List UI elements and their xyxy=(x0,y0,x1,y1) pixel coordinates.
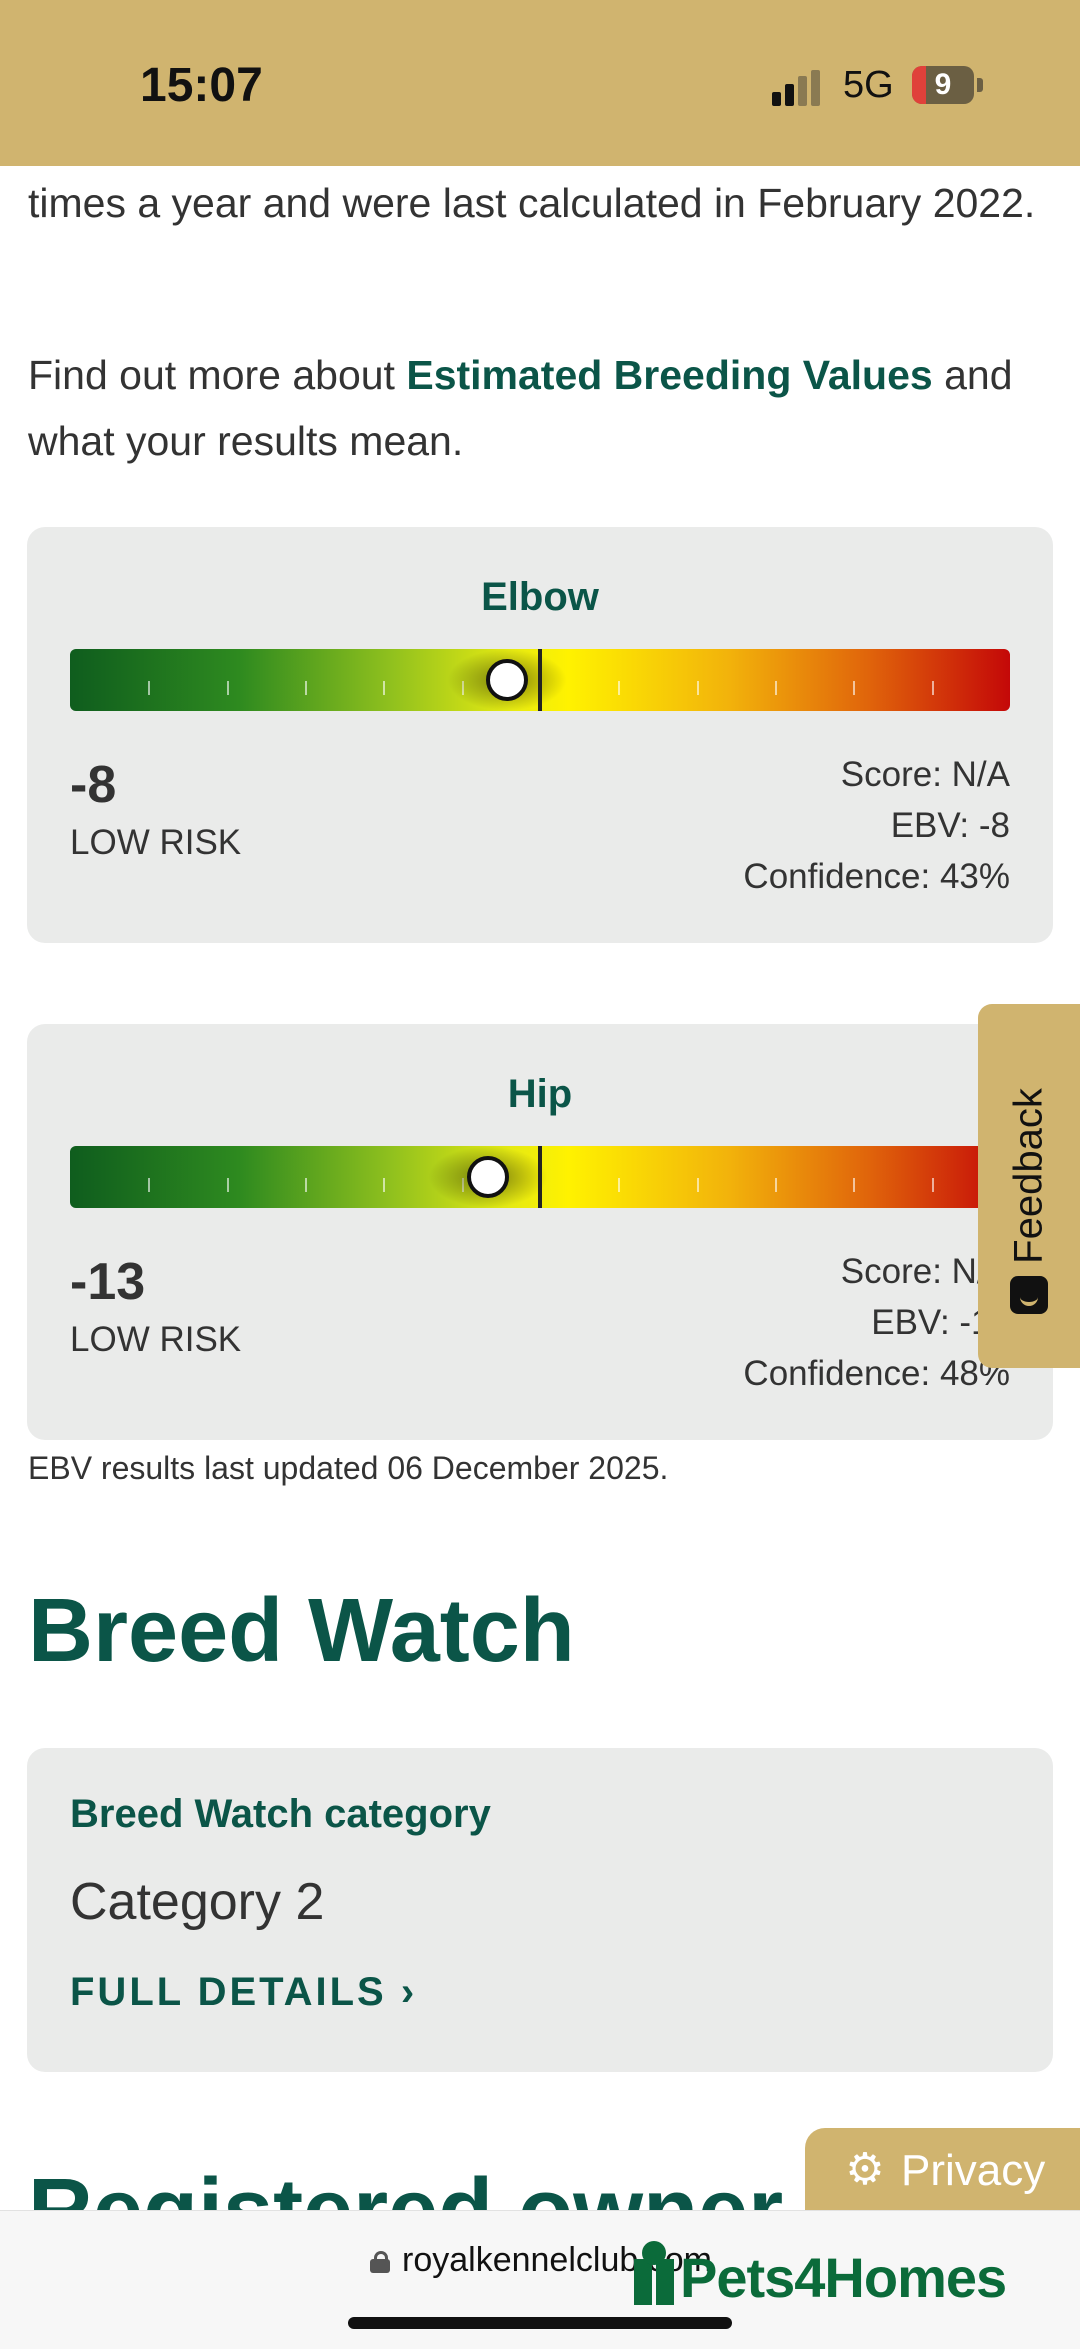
ebv-text: EBV: -8 xyxy=(890,806,1010,845)
pets4homes-logo-icon xyxy=(634,2241,674,2305)
ebv-card-hip: Hip -13 LOW RISK Score: N/A EBV: -13 Con… xyxy=(27,1024,1053,1440)
breed-watch-card: Breed Watch category Category 2 FULL DET… xyxy=(27,1748,1053,2072)
risk-scale-bar xyxy=(70,649,1010,711)
status-time: 15:07 xyxy=(140,59,263,112)
scale-tick xyxy=(853,1178,855,1192)
ebv-card-title: Hip xyxy=(507,1072,573,1116)
breed-watch-heading: Breed Watch xyxy=(28,1581,575,1681)
ebv-text: EBV: -13 xyxy=(871,1303,1010,1342)
feedback-label: Feedback xyxy=(1006,1088,1051,1264)
ebv-stats: Score: N/A EBV: -8 Confidence: 43% xyxy=(743,749,1010,902)
scale-tick xyxy=(148,1178,150,1192)
feedback-button[interactable]: Feedback xyxy=(978,1004,1080,1368)
ebv-value: -13 xyxy=(70,1253,146,1311)
ebv-value: -8 xyxy=(70,756,117,814)
scale-tick xyxy=(697,681,699,695)
battery-level: 9 xyxy=(934,68,952,101)
find-out-prefix: Find out more about xyxy=(28,352,407,398)
scale-tick xyxy=(227,681,229,695)
risk-scale-bar xyxy=(70,1146,1010,1208)
smiley-icon xyxy=(1010,1276,1048,1314)
scale-tick xyxy=(227,1178,229,1192)
ebv-stats: Score: N/A EBV: -13 Confidence: 48% xyxy=(743,1246,1010,1399)
scale-tick xyxy=(853,681,855,695)
confidence-text: Confidence: 48% xyxy=(743,1354,1010,1393)
updated-text: EBV results last updated 06 December 202… xyxy=(28,1450,669,1486)
scale-tick xyxy=(932,1178,934,1192)
scale-tick xyxy=(383,681,385,695)
ebv-card-elbow: Elbow -8 LOW RISK Score: N/A EBV: -8 Con… xyxy=(27,527,1053,943)
scale-tick xyxy=(305,681,307,695)
confidence-text: Confidence: 43% xyxy=(743,857,1010,896)
scale-tick xyxy=(932,681,934,695)
score-text: Score: N/A xyxy=(840,1252,1010,1291)
score-text: Score: N/A xyxy=(840,755,1010,794)
full-details-link[interactable]: FULL DETAILS › xyxy=(70,1970,418,2014)
find-out-suffix: and what your results mean. xyxy=(28,352,1013,464)
battery-tip xyxy=(977,78,983,92)
scale-tick xyxy=(618,1178,620,1192)
gear-icon: ⚙ xyxy=(845,2145,885,2194)
ebv-marker xyxy=(467,1156,510,1198)
privacy-label: Privacy xyxy=(901,2146,1046,2195)
ebv-info-link[interactable]: Estimated Breeding Values xyxy=(406,352,933,398)
breed-watch-category-label: Breed Watch category xyxy=(70,1792,491,1836)
privacy-button[interactable]: ⚙ Privacy xyxy=(805,2128,1080,2214)
ebv-card-title: Elbow xyxy=(481,575,599,619)
scale-tick xyxy=(775,681,777,695)
scale-tick xyxy=(462,681,464,695)
scale-tick xyxy=(775,1178,777,1192)
network-label: 5G xyxy=(843,64,894,106)
scale-tick xyxy=(305,1178,307,1192)
intro-text: times a year and were last calculated in… xyxy=(28,180,1036,226)
risk-label: LOW RISK xyxy=(70,823,242,862)
browser-bottom-bar: royalkennelclub.com Pets4Homes xyxy=(0,2210,1080,2349)
battery-icon: 9 xyxy=(912,66,974,104)
signal-icon xyxy=(772,70,824,106)
scale-tick xyxy=(618,681,620,695)
brand-logo: Pets4Homes xyxy=(680,2246,1007,2309)
scale-tick xyxy=(462,1178,464,1192)
ebv-marker xyxy=(486,659,529,701)
risk-label: LOW RISK xyxy=(70,1320,242,1359)
scale-center-line xyxy=(538,1146,542,1208)
find-out-paragraph: Find out more about Estimated Breeding V… xyxy=(28,342,1048,474)
scale-tick xyxy=(148,681,150,695)
scale-tick xyxy=(383,1178,385,1192)
breed-watch-category-value: Category 2 xyxy=(70,1873,325,1931)
scale-tick xyxy=(697,1178,699,1192)
scale-center-line xyxy=(538,649,542,711)
home-indicator[interactable] xyxy=(348,2317,732,2329)
lock-icon xyxy=(370,2251,390,2273)
status-bar: 15:07 5G 9 xyxy=(0,0,1080,166)
